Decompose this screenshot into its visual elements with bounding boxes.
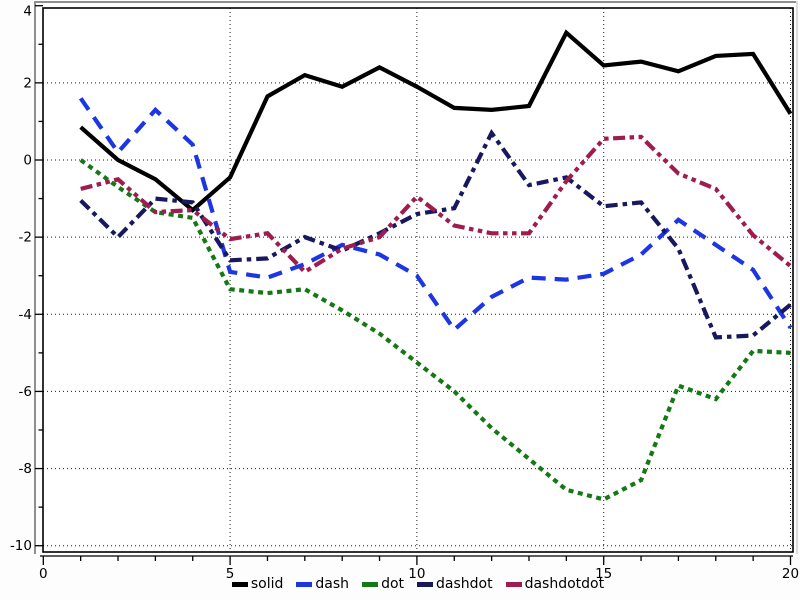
- legend-item-solid: solid: [231, 576, 284, 592]
- y-tick-label: -4: [19, 307, 32, 323]
- legend-swatch-solid: [231, 581, 248, 587]
- y-tick-label: -6: [19, 384, 32, 400]
- legend: solid dash dot dashdot dashdotdot: [43, 577, 793, 591]
- gridlines: [43, 8, 793, 552]
- series-dot: [79, 158, 791, 502]
- legend-label-dash: dash: [315, 576, 350, 592]
- y-tick-label: -8: [19, 461, 32, 477]
- legend-item-dashdotdot: dashdotdot: [505, 576, 605, 592]
- legend-label-dashdot: dashdot: [436, 576, 493, 592]
- plot-frame: [42, 7, 794, 553]
- x-tick-label: 5: [226, 566, 235, 582]
- panel-bevel-right: [796, 1, 798, 554]
- y-tick-label: -2: [19, 230, 32, 246]
- panel-bevel-left: [34, 1, 36, 554]
- y-tick-label: 2: [23, 75, 32, 91]
- panel-bevel-top: [35, 1, 798, 3]
- series-solid: [79, 29, 793, 213]
- axes-ticks: [35, 5, 793, 565]
- legend-swatch-dashdot: [417, 581, 434, 587]
- y-tick-label: -10: [10, 538, 32, 554]
- x-tick-label: 15: [595, 566, 612, 582]
- legend-item-dot: dot: [362, 577, 404, 591]
- y-tick-label: 4: [23, 4, 32, 20]
- x-tick-label: 0: [39, 566, 48, 582]
- legend-swatch-dashdotdot: [505, 581, 522, 587]
- y-tick-label: 0: [23, 153, 32, 169]
- series-dashdotdot: [80, 134, 792, 275]
- legend-label-solid: solid: [250, 576, 284, 592]
- x-tick-label: 10: [408, 566, 425, 582]
- legend-label-dashdotdot: dashdotdot: [524, 576, 605, 592]
- legend-swatch-dash: [296, 581, 313, 587]
- series-dashdot: [79, 128, 792, 340]
- legend-label-dot: dot: [381, 576, 405, 592]
- x-tick-label: 20: [782, 566, 799, 582]
- legend-item-dashdot: dashdot: [417, 577, 493, 591]
- legend-swatch-dot: [362, 581, 379, 587]
- series-dash: [78, 97, 793, 333]
- series-lines: [78, 29, 793, 502]
- legend-item-dash: dash: [296, 577, 349, 591]
